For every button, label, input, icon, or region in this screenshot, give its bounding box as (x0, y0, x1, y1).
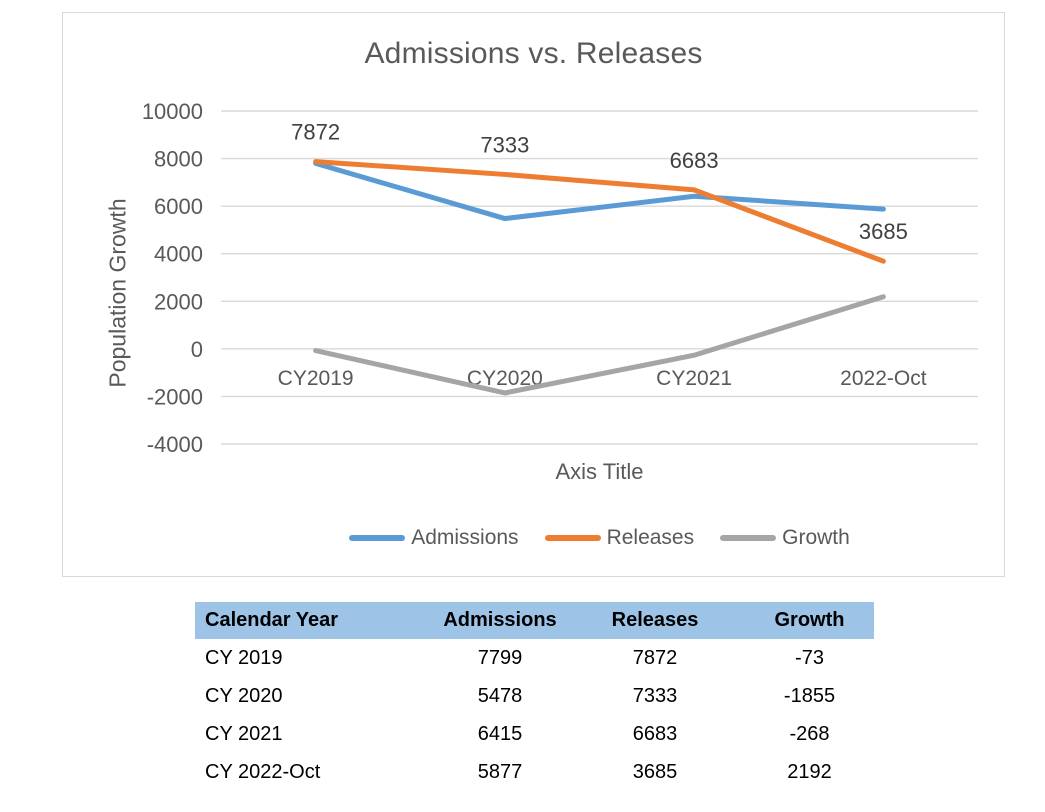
series-line-releases (313, 159, 886, 264)
chart-legend: Admissions Releases Growth (221, 523, 978, 553)
table-cell: CY 2019 (195, 639, 435, 677)
line-chart-plot-area: 10000 8000 6000 4000 2000 0 -2000 -4000 CY2019 CY… (142, 99, 978, 457)
legend-item-admissions: Admissions (349, 526, 519, 550)
table-row: CY 2022-Oct 5877 3685 2192 (195, 753, 874, 791)
table-header-calendar-year: Calendar Year (195, 602, 435, 639)
legend-label: Growth (782, 526, 850, 549)
legend-swatch (349, 535, 406, 541)
chart-card: Admissions vs. Releases 10000 8000 6000 400… (62, 12, 1005, 577)
table-body: CY 2019 7799 7872 -73 CY 2020 5478 7333 -1855 CY… (195, 639, 874, 791)
table-cell: CY 2020 (195, 677, 435, 715)
data-label: 3685 (859, 219, 908, 244)
table-cell: 7799 (435, 639, 565, 677)
table-header-admissions: Admissions (435, 602, 565, 639)
legend-label: Releases (606, 526, 695, 549)
y-tick-label: -2000 (147, 384, 203, 409)
data-table: Calendar Year Admissions Releases Growth… (195, 602, 874, 791)
table-cell: -73 (745, 639, 874, 677)
series-line-growth (313, 294, 886, 396)
table-row: CY 2021 6415 6683 -268 (195, 715, 874, 753)
y-tick-label: 6000 (154, 194, 203, 219)
chart-title: Admissions vs. Releases (364, 37, 703, 70)
data-label: 7333 (480, 132, 529, 157)
table-row: CY 2019 7799 7872 -73 (195, 639, 874, 677)
y-tick-label: 0 (191, 337, 203, 362)
legend-swatch (720, 535, 777, 541)
legend-swatch (544, 535, 601, 541)
legend-label: Admissions (411, 526, 519, 549)
x-category-label: CY2021 (656, 367, 732, 390)
table-cell: CY 2021 (195, 715, 435, 753)
table-header-growth: Growth (745, 602, 874, 639)
table-header-releases: Releases (565, 602, 745, 639)
y-tick-label: 4000 (154, 242, 203, 267)
table-cell: CY 2022-Oct (195, 753, 435, 791)
table-cell: 5877 (435, 753, 565, 791)
legend-item-growth: Growth (720, 526, 850, 550)
y-tick-label: 10000 (142, 99, 203, 124)
x-axis-title: Axis Title (555, 459, 644, 484)
y-tick-label: 8000 (154, 147, 203, 172)
table-cell: -1855 (745, 677, 874, 715)
table-cell: 6415 (435, 715, 565, 753)
table-cell: -268 (745, 715, 874, 753)
table-cell: 2192 (745, 753, 874, 791)
data-label: 6683 (670, 148, 719, 173)
table-cell: 5478 (435, 677, 565, 715)
series-line-admissions (313, 160, 886, 222)
table-cell: 7872 (565, 639, 745, 677)
table-cell: 7333 (565, 677, 745, 715)
y-tick-label: -4000 (147, 432, 203, 457)
table-row: CY 2020 5478 7333 -1855 (195, 677, 874, 715)
data-label: 7872 (291, 120, 340, 145)
x-category-label: CY2020 (467, 367, 543, 390)
y-axis-title: Population Growth (104, 198, 131, 388)
legend-item-releases: Releases (544, 526, 695, 550)
table-cell: 3685 (565, 753, 745, 791)
x-category-label: 2022-Oct (840, 367, 927, 390)
y-tick-label: 2000 (154, 289, 203, 314)
table-header-row: Calendar Year Admissions Releases Growth (195, 602, 874, 639)
x-category-label: CY2019 (278, 367, 354, 390)
table-cell: 6683 (565, 715, 745, 753)
